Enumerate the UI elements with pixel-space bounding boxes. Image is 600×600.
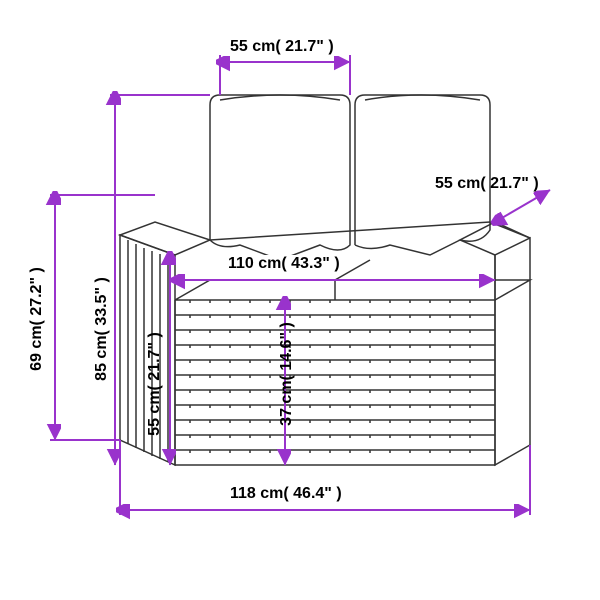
seat-width-label: 110 cm( 43.3" ) — [228, 255, 340, 273]
armrest-height-label: 55 cm( 21.7" ) — [146, 332, 164, 436]
sofa-drawing — [0, 0, 600, 600]
seat-height-label: 37 cm( 14.6" ) — [278, 322, 296, 426]
back-height-label: 85 cm( 33.5" ) — [93, 277, 111, 381]
total-height-label: 69 cm( 27.2" ) — [28, 267, 46, 371]
seat-depth-label: 55 cm( 21.7" ) — [435, 175, 539, 193]
total-width-label: 118 cm( 46.4" ) — [230, 485, 342, 503]
cushion-width-label: 55 cm( 21.7" ) — [230, 38, 334, 56]
diagram-container: 55 cm( 21.7" ) 55 cm( 21.7" ) 110 cm( 43… — [0, 0, 600, 600]
